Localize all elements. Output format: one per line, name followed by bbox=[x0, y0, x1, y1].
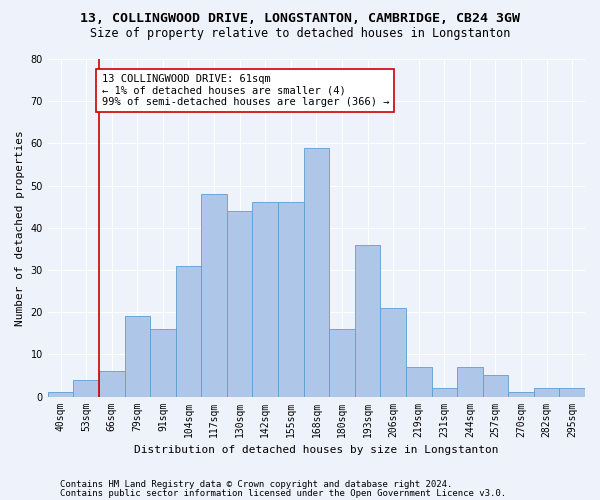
Y-axis label: Number of detached properties: Number of detached properties bbox=[15, 130, 25, 326]
Bar bbox=[48, 392, 73, 396]
Bar bbox=[406, 367, 431, 396]
Bar bbox=[329, 329, 355, 396]
Text: Size of property relative to detached houses in Longstanton: Size of property relative to detached ho… bbox=[90, 28, 510, 40]
Bar bbox=[253, 202, 278, 396]
Text: 13, COLLINGWOOD DRIVE, LONGSTANTON, CAMBRIDGE, CB24 3GW: 13, COLLINGWOOD DRIVE, LONGSTANTON, CAMB… bbox=[80, 12, 520, 26]
X-axis label: Distribution of detached houses by size in Longstanton: Distribution of detached houses by size … bbox=[134, 445, 499, 455]
Bar bbox=[380, 308, 406, 396]
Bar bbox=[150, 329, 176, 396]
Bar bbox=[304, 148, 329, 396]
Text: 13 COLLINGWOOD DRIVE: 61sqm
← 1% of detached houses are smaller (4)
99% of semi-: 13 COLLINGWOOD DRIVE: 61sqm ← 1% of deta… bbox=[101, 74, 389, 107]
Bar bbox=[176, 266, 201, 396]
Text: Contains HM Land Registry data © Crown copyright and database right 2024.: Contains HM Land Registry data © Crown c… bbox=[60, 480, 452, 489]
Bar bbox=[431, 388, 457, 396]
Bar bbox=[99, 371, 125, 396]
Bar bbox=[534, 388, 559, 396]
Bar bbox=[508, 392, 534, 396]
Bar bbox=[559, 388, 585, 396]
Text: Contains public sector information licensed under the Open Government Licence v3: Contains public sector information licen… bbox=[60, 489, 506, 498]
Bar bbox=[201, 194, 227, 396]
Bar bbox=[227, 211, 253, 396]
Bar bbox=[125, 316, 150, 396]
Bar bbox=[278, 202, 304, 396]
Bar bbox=[73, 380, 99, 396]
Bar bbox=[457, 367, 482, 396]
Bar bbox=[355, 244, 380, 396]
Bar bbox=[482, 376, 508, 396]
